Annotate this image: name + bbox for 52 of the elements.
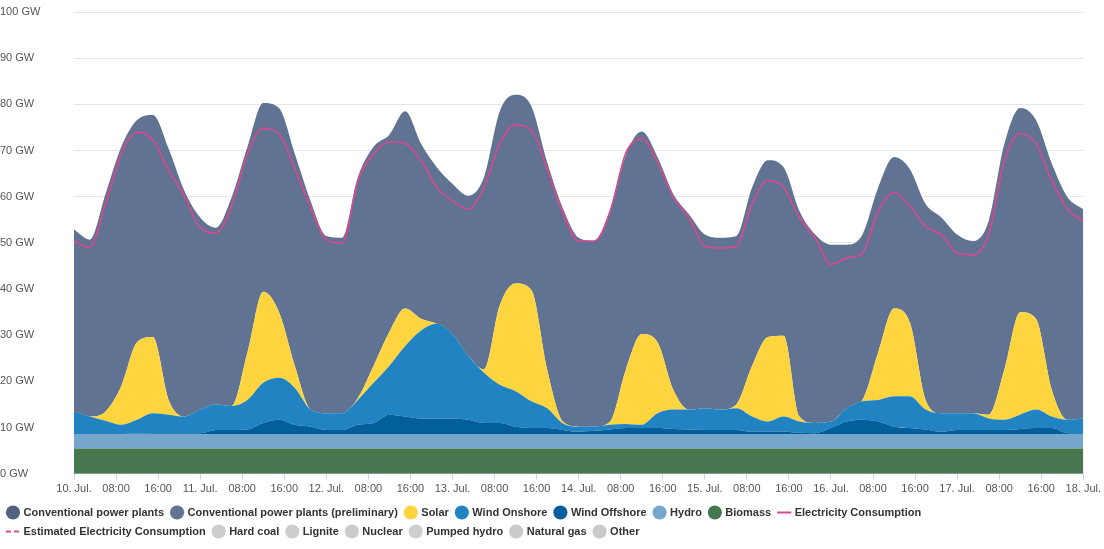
legend-label: Natural gas bbox=[526, 524, 587, 537]
x-tick-label: 16:00 bbox=[522, 482, 551, 495]
x-tick-label: 08:00 bbox=[985, 482, 1013, 495]
x-tick-label: 08:00 bbox=[480, 482, 509, 495]
x-tick-label: 08:00 bbox=[859, 482, 887, 495]
y-tick-label: 30 GW bbox=[0, 328, 35, 341]
x-tick-label: 16:00 bbox=[901, 482, 929, 495]
x-tick-label: 17. Jul. bbox=[939, 482, 975, 495]
x-tick-label: 15. Jul. bbox=[687, 482, 723, 495]
y-tick-label: 10 GW bbox=[0, 420, 35, 433]
x-tick-label: 16:00 bbox=[396, 482, 425, 495]
legend-label: Hydro bbox=[670, 505, 703, 518]
y-tick-label: 40 GW bbox=[0, 282, 35, 295]
legend-label: Hard coal bbox=[229, 524, 280, 537]
x-tick-label: 16:00 bbox=[1027, 482, 1055, 495]
x-tick-label: 08:00 bbox=[733, 482, 761, 495]
x-tick-label: 11. Jul. bbox=[182, 482, 218, 495]
legend-label: Wind Offshore bbox=[570, 505, 647, 518]
x-tick-label: 14. Jul. bbox=[560, 482, 597, 495]
x-tick-label: 08:00 bbox=[228, 482, 256, 495]
x-tick-label: 08:00 bbox=[102, 482, 130, 495]
x-tick-label: 18. Jul. bbox=[1065, 482, 1101, 495]
y-tick-label: 50 GW bbox=[0, 235, 35, 248]
legend-label: Other bbox=[610, 524, 641, 537]
y-tick-label: 60 GW bbox=[0, 189, 35, 202]
legend-label: Pumped hydro bbox=[426, 524, 504, 537]
legend-label: Wind Onshore bbox=[472, 505, 548, 518]
legend-label: Solar bbox=[421, 505, 450, 518]
y-tick-label: 20 GW bbox=[0, 374, 35, 387]
x-tick-label: 08:00 bbox=[354, 482, 383, 495]
x-tick-label: 10. Jul. bbox=[56, 482, 92, 495]
y-tick-label: 80 GW bbox=[0, 97, 35, 110]
x-tick-label: 12. Jul. bbox=[308, 482, 345, 495]
legend-label: Electricity Consumption bbox=[794, 505, 922, 518]
x-tick-label: 16:00 bbox=[775, 482, 803, 495]
legend-label: Nuclear bbox=[362, 524, 404, 537]
y-tick-label: 0 GW bbox=[0, 466, 29, 479]
legend-label: Conventional power plants (preliminary) bbox=[187, 505, 399, 518]
legend-label: Conventional power plants bbox=[23, 505, 165, 518]
legend-label: Lignite bbox=[302, 524, 339, 537]
y-tick-label: 70 GW bbox=[0, 143, 35, 156]
y-tick-label: 90 GW bbox=[0, 51, 35, 64]
x-tick-label: 16. Jul. bbox=[813, 482, 849, 495]
y-tick-label: 100 GW bbox=[0, 5, 41, 18]
x-tick-label: 13. Jul. bbox=[434, 482, 471, 495]
line-series bbox=[74, 124, 1084, 266]
x-tick-label: 16:00 bbox=[270, 482, 299, 495]
x-tick-label: 16:00 bbox=[144, 482, 172, 495]
legend-label: Biomass bbox=[725, 505, 772, 518]
x-tick-label: 08:00 bbox=[606, 482, 635, 495]
legend-label: Estimated Electricity Consumption bbox=[23, 524, 206, 537]
x-tick-label: 16:00 bbox=[648, 482, 677, 495]
